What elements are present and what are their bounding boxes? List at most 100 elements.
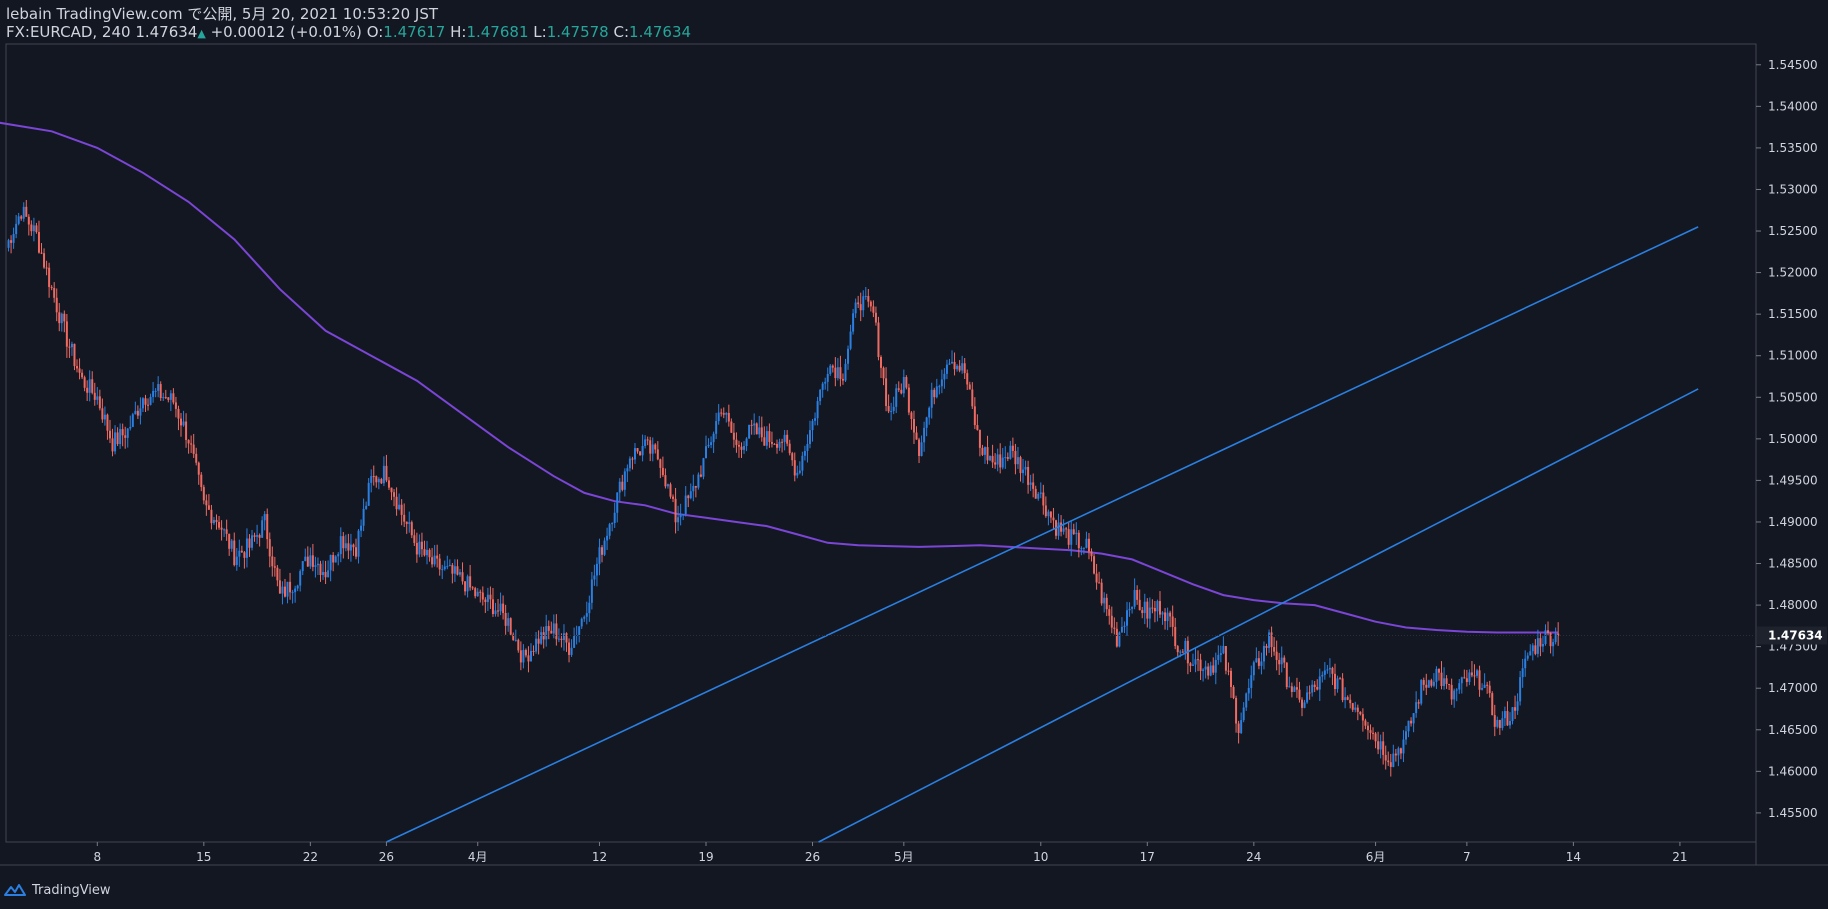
candle-body <box>187 439 190 444</box>
candle-body <box>1151 607 1154 609</box>
tradingview-footer[interactable]: TradingView <box>4 879 111 901</box>
candle-body <box>1394 753 1397 756</box>
candle-body <box>451 564 454 574</box>
candle-body <box>291 592 294 594</box>
y-tick-label: 1.50000 <box>1768 432 1818 446</box>
candle-body <box>1049 511 1052 518</box>
candle-body <box>814 418 817 421</box>
candle-body <box>1450 684 1453 700</box>
candle-body <box>770 441 773 444</box>
candle-body <box>1075 532 1078 535</box>
candle-body <box>390 487 393 493</box>
candle-body <box>131 414 134 427</box>
candle-body <box>831 365 834 368</box>
candle-body <box>1415 702 1418 714</box>
candle-body <box>230 540 233 549</box>
candle-body <box>1232 686 1235 698</box>
candle-body <box>639 451 642 456</box>
candle-body <box>1235 697 1238 724</box>
candle-body <box>1379 741 1382 750</box>
candle-body <box>1262 645 1265 662</box>
candle-body <box>1432 681 1435 686</box>
candle-body <box>514 639 517 641</box>
x-tick-label: 10 <box>1033 850 1048 864</box>
candle-body <box>1290 686 1293 692</box>
candle-body <box>1108 609 1111 616</box>
candle-body <box>1085 538 1088 548</box>
price-axis[interactable]: 1.54500 1.54000 1.53500 1.53000 1.52500 1.520… <box>6 58 1827 820</box>
candle-body <box>489 594 492 600</box>
candle-body <box>933 389 936 398</box>
candle-body <box>1486 684 1489 686</box>
candle-body <box>1318 676 1321 690</box>
candle-body <box>458 572 461 575</box>
candle-body <box>826 374 829 382</box>
candle-body <box>1199 659 1202 671</box>
candle-body <box>314 565 317 567</box>
candle-body <box>195 453 198 463</box>
low-value: 1.47578 <box>546 23 609 41</box>
candle-body <box>233 540 236 566</box>
candle-body <box>441 569 444 571</box>
candle-body <box>519 650 522 663</box>
candle-body <box>48 267 51 288</box>
candle-body <box>1544 630 1547 644</box>
candle-body <box>12 234 15 243</box>
candle-body <box>349 544 352 551</box>
candle-body <box>240 550 243 553</box>
candle-body <box>788 443 791 454</box>
candle-body <box>1420 680 1423 704</box>
candle-body <box>659 459 662 468</box>
candle-body <box>344 543 347 549</box>
candle-body <box>375 476 378 483</box>
candle-body <box>1247 687 1250 694</box>
candle-body <box>925 417 928 428</box>
candle-body <box>654 444 657 450</box>
candle-body <box>1364 720 1367 726</box>
candle-body <box>1349 699 1352 704</box>
candle-body <box>428 549 431 558</box>
candle-body <box>722 413 725 415</box>
candle-body <box>768 431 771 442</box>
candle-body <box>626 468 629 472</box>
candle-body <box>200 474 203 488</box>
candle-body <box>362 508 365 526</box>
candle-body <box>1288 686 1291 688</box>
candle-body <box>289 581 292 593</box>
candle-body <box>948 363 951 365</box>
candle-body <box>1080 548 1083 550</box>
candle-body <box>1169 612 1172 617</box>
candle-body <box>283 586 286 597</box>
candle-body <box>7 240 10 248</box>
candle-body <box>286 581 289 597</box>
candle-body <box>1351 703 1354 710</box>
candle-body <box>1240 720 1243 734</box>
candle-body <box>880 356 882 368</box>
y-tick-label: 1.49000 <box>1768 515 1818 529</box>
candle-body <box>512 634 515 641</box>
candle-body <box>783 434 786 442</box>
candle-body <box>1303 702 1306 708</box>
candle-body <box>263 514 266 521</box>
candle-body <box>1252 662 1255 676</box>
candle-body <box>1037 493 1040 499</box>
candle-body <box>1123 625 1126 627</box>
candle-body <box>398 504 401 510</box>
candle-body <box>347 543 350 551</box>
candle-body <box>725 412 728 415</box>
candle-body <box>530 650 532 662</box>
y-tick-label: 1.53000 <box>1768 182 1818 196</box>
candle-body <box>101 408 104 420</box>
candle-body <box>981 447 984 455</box>
candle-body <box>1316 686 1319 690</box>
candle-body <box>687 495 690 499</box>
candle-body <box>45 267 48 269</box>
candle-body <box>1336 678 1339 690</box>
candle-body <box>197 462 200 475</box>
candle-body <box>560 638 563 640</box>
time-axis[interactable]: 8 15 22 26 4月 12 19 26 5月 10 17 24 6月 7 14 21 <box>93 842 1688 864</box>
candle-body <box>355 547 357 557</box>
candle-body <box>763 437 766 446</box>
candle-body <box>121 429 124 436</box>
